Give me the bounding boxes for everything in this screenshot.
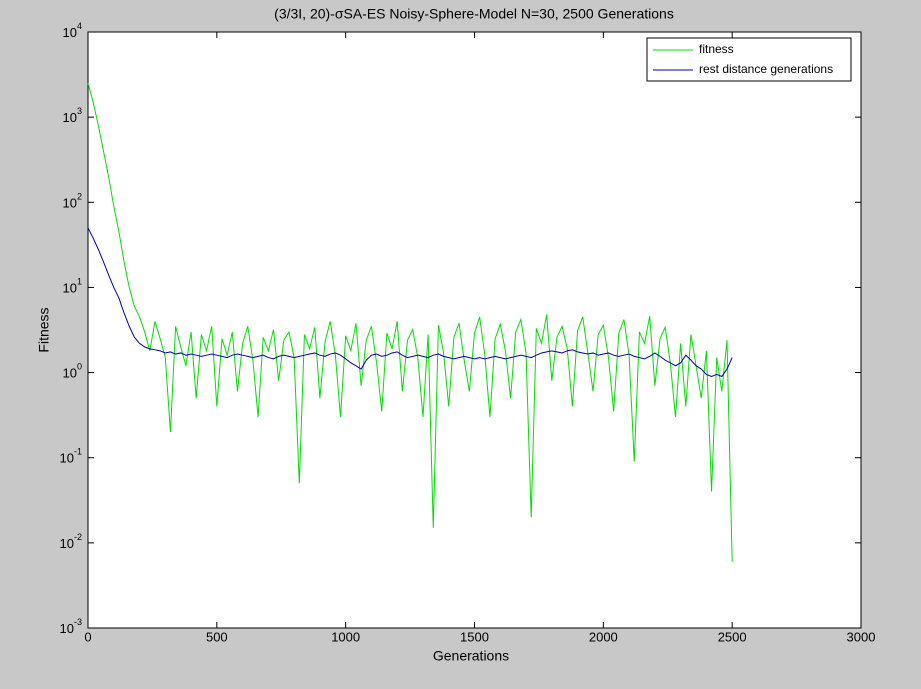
x-tick-label: 1500 bbox=[460, 629, 489, 644]
legend-box bbox=[646, 37, 852, 82]
x-tick-label: 2500 bbox=[718, 629, 747, 644]
y-tick-exponent: 1 bbox=[77, 277, 82, 287]
x-tick-label: 500 bbox=[206, 629, 228, 644]
series-line bbox=[87, 83, 733, 562]
plot-area bbox=[87, 31, 862, 629]
x-tick-label: 1000 bbox=[331, 629, 360, 644]
y-tick-base: 10 bbox=[60, 536, 74, 551]
y-tick-exponent: 2 bbox=[77, 192, 82, 202]
y-tick-base: 10 bbox=[60, 621, 74, 636]
y-tick-base: 10 bbox=[63, 196, 77, 211]
y-tick-label: 101 bbox=[63, 277, 82, 296]
y-tick-label: 10-3 bbox=[60, 617, 82, 636]
y-tick-exponent: -3 bbox=[74, 617, 82, 627]
y-tick-label: 103 bbox=[63, 107, 82, 126]
y-tick-label: 10-1 bbox=[60, 447, 82, 466]
x-tick-label: 3000 bbox=[847, 629, 876, 644]
legend-label: rest distance generations bbox=[699, 62, 833, 76]
y-tick-base: 10 bbox=[63, 111, 77, 126]
y-tick-base: 10 bbox=[63, 281, 77, 296]
y-tick-label: 10-2 bbox=[60, 532, 82, 551]
y-tick-exponent: 4 bbox=[77, 21, 82, 31]
y-tick-base: 10 bbox=[63, 25, 77, 40]
y-tick-label: 102 bbox=[63, 192, 82, 211]
y-tick-exponent: -1 bbox=[74, 447, 82, 457]
y-tick-label: 100 bbox=[63, 362, 82, 381]
y-tick-exponent: -2 bbox=[74, 532, 82, 542]
y-axis-label: Fitness bbox=[36, 307, 52, 352]
series-line bbox=[87, 227, 733, 378]
y-tick-exponent: 0 bbox=[77, 362, 82, 372]
legend-label: fitness bbox=[699, 42, 734, 56]
x-tick-label: 0 bbox=[84, 629, 91, 644]
x-tick-label: 2000 bbox=[589, 629, 618, 644]
y-tick-base: 10 bbox=[63, 366, 77, 381]
x-axis-label: Generations bbox=[433, 648, 509, 664]
chart-title: (3/3I, 20)-σSA-ES Noisy-Sphere-Model N=3… bbox=[274, 6, 674, 22]
y-tick-base: 10 bbox=[60, 451, 74, 466]
y-tick-exponent: 3 bbox=[77, 107, 82, 117]
y-tick-label: 104 bbox=[63, 21, 82, 40]
